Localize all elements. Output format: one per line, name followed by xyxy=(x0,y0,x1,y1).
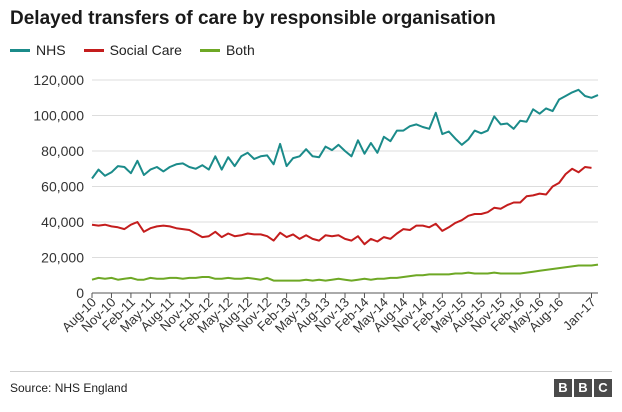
legend-label-social-care: Social Care xyxy=(109,42,182,58)
y-tick-label: 120,000 xyxy=(33,72,84,88)
bbc-logo: B B C xyxy=(554,379,612,397)
x-axis: Aug-10Nov-10Feb-11May-11Aug-11Nov-11Feb-… xyxy=(59,293,599,336)
legend-item-social-care: Social Care xyxy=(83,42,182,58)
legend-swatch-social-care xyxy=(83,48,104,52)
y-tick-label: 100,000 xyxy=(33,108,84,124)
footer-divider xyxy=(10,371,612,372)
bbc-logo-letter: B xyxy=(574,379,592,397)
y-axis-labels: 0 20,000 40,000 60,000 80,000 100,000 120,000 xyxy=(33,72,84,301)
source-text: Source: NHS England xyxy=(10,381,128,395)
legend-swatch-nhs xyxy=(10,48,30,52)
legend-label-both: Both xyxy=(225,42,255,58)
chart-title: Delayed transfers of care by responsible… xyxy=(10,8,496,29)
legend-item-both: Both xyxy=(199,42,255,58)
series-line-nhs xyxy=(91,88,599,180)
y-tick-label: 0 xyxy=(76,285,84,301)
y-tick-label: 60,000 xyxy=(41,179,84,195)
legend-label-nhs: NHS xyxy=(36,42,66,58)
series-line-both xyxy=(91,263,599,282)
y-tick-label: 80,000 xyxy=(41,143,84,159)
gridlines xyxy=(92,79,598,294)
series-lines xyxy=(91,88,599,282)
bbc-logo-letter: C xyxy=(594,379,612,397)
series-line-social-care xyxy=(91,166,592,246)
y-tick-label: 20,000 xyxy=(41,250,84,266)
y-tick-label: 40,000 xyxy=(41,214,84,230)
bbc-logo-letter: B xyxy=(554,379,572,397)
legend-item-nhs: NHS xyxy=(10,42,66,58)
x-tick-label: Jan-17 xyxy=(560,295,599,334)
legend-swatch-both xyxy=(199,48,220,52)
legend: NHS Social Care Both xyxy=(10,42,255,58)
